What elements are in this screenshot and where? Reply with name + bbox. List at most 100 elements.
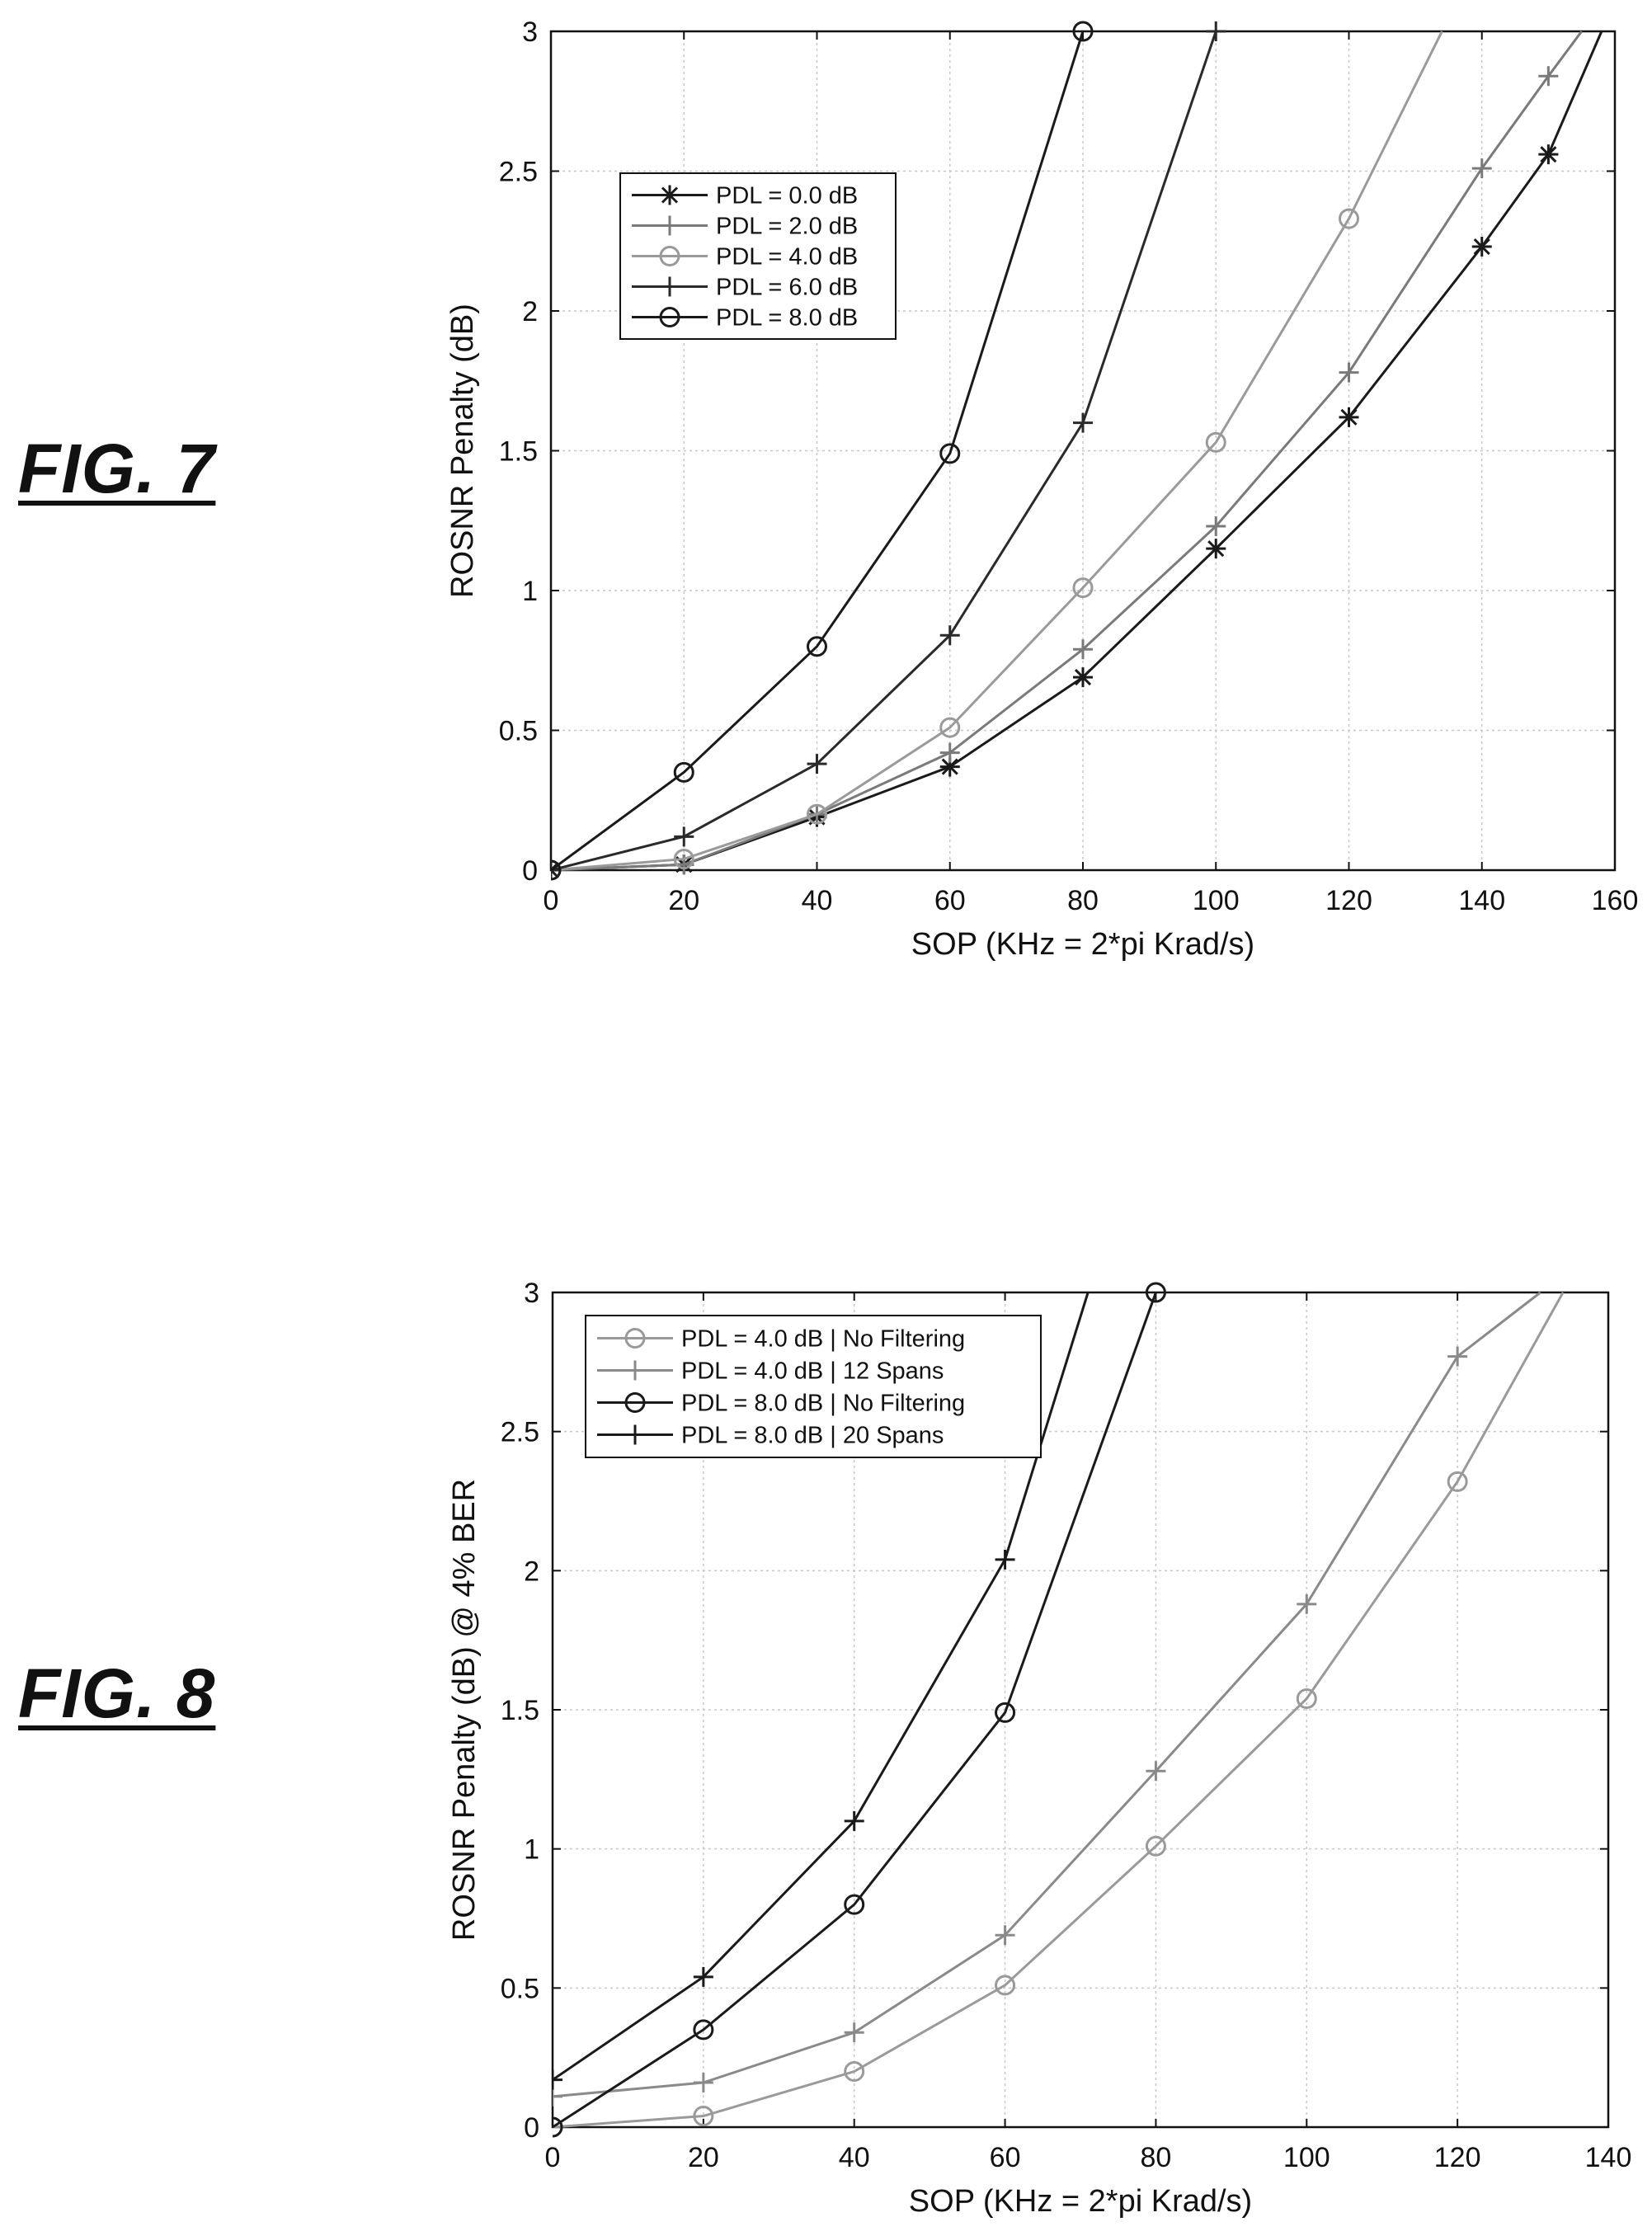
fig8-legend-entry: PDL = 4.0 dB | 12 Spans <box>681 1358 944 1385</box>
fig7-ytick-label: 2 <box>522 296 538 327</box>
fig7-legend-marker <box>659 246 680 266</box>
fig7-data-point <box>1206 539 1226 559</box>
fig8-xtick-label: 120 <box>1434 2142 1481 2173</box>
fig7-data-point <box>939 443 961 464</box>
fig7-data-point <box>551 859 562 881</box>
fig7-data-point <box>1538 66 1559 87</box>
fig8-series-2 <box>553 1291 1541 2107</box>
fig7-series-4 <box>551 21 1226 880</box>
fig8-legend-entry: PDL = 4.0 dB | No Filtering <box>681 1326 965 1353</box>
fig7-data-point <box>1073 639 1093 660</box>
fig7-data-point <box>807 803 827 825</box>
fig8-series-line <box>553 1291 1541 2098</box>
fig8-data-point <box>995 1925 1015 1946</box>
fig8-data-point <box>844 2022 864 2043</box>
fig7-ytick-label: 1 <box>522 576 538 607</box>
fig7-xtick-label: 100 <box>1193 885 1240 916</box>
fig7-data-point <box>673 761 694 783</box>
fig7-data-point <box>1206 516 1226 537</box>
fig7-data-point <box>939 717 961 738</box>
fig7-x-axis-label: SOP (KHz = 2*pi Krad/s) <box>911 927 1254 962</box>
fig8-data-point <box>553 2116 563 2138</box>
fig8-y-axis-label: ROSNR Penalty (dB) @ 4% BER <box>447 1479 482 1941</box>
fig7-xtick-label: 60 <box>934 885 966 916</box>
fig8-xtick-label: 80 <box>1141 2142 1172 2173</box>
fig7-data-point <box>1206 21 1226 41</box>
fig7-legend-marker <box>660 215 680 236</box>
fig8-legend-entry: PDL = 8.0 dB | No Filtering <box>681 1391 965 1417</box>
fig7-data-point <box>939 756 960 777</box>
fig8-xtick-label: 40 <box>839 2142 870 2173</box>
fig7-y-axis-label: ROSNR Penalty (dB) <box>445 304 480 598</box>
fig7-data-point <box>1073 412 1093 433</box>
fig7-xtick-label: 20 <box>668 885 699 916</box>
fig7-series-line <box>551 31 1443 872</box>
fig8-legend: PDL = 4.0 dB | No Filtering PDL = 4.0 dB … <box>585 1315 1042 1458</box>
fig8-ytick-label: 2 <box>524 1556 539 1587</box>
fig8-legend-marker <box>625 1360 645 1381</box>
fig8-data-point <box>1145 1835 1166 1857</box>
fig7-series-5 <box>551 21 1094 881</box>
fig7-legend-marker <box>659 307 680 327</box>
fig7-data-point <box>673 848 694 869</box>
fig8-ytick-label: 0 <box>524 2112 539 2144</box>
fig8-legend-marker <box>624 1328 646 1349</box>
fig8-series-4 <box>553 1292 1090 2090</box>
fig7-data-point <box>939 625 960 646</box>
fig7-ytick-label: 0.5 <box>499 716 538 747</box>
fig8-series-line <box>553 1292 1157 2129</box>
fig8-data-point <box>693 2019 714 2041</box>
fig7-data-point <box>807 636 827 657</box>
fig7-data-point <box>1072 577 1094 599</box>
fig8-series-3 <box>553 1282 1166 2138</box>
fig8-xtick-label: 60 <box>990 2142 1021 2173</box>
fig7-data-point <box>1339 407 1359 427</box>
fig7-data-point <box>807 754 827 774</box>
fig7-xtick-label: 80 <box>1067 885 1099 916</box>
fig7-data-point <box>939 742 960 763</box>
fig7-series-line <box>551 31 1085 872</box>
fig7-xtick-label: 160 <box>1592 885 1639 916</box>
fig7-data-point <box>1538 144 1559 165</box>
fig8-ytick-label: 1.5 <box>501 1695 539 1726</box>
fig8-legend-entry: PDL = 8.0 dB | 20 Spans <box>681 1423 944 1449</box>
fig8-data-point <box>1297 1593 1317 1614</box>
fig8-ytick-label: 1 <box>524 1834 539 1866</box>
fig8-xtick-label: 100 <box>1283 2142 1330 2173</box>
figure-8-label: FIG. 8 <box>18 1655 216 1732</box>
fig8-data-point <box>844 1894 865 1915</box>
fig7-legend: PDL = 0.0 dB PDL = 2.0 dB PDL = 4.0 dB PDL … <box>619 172 897 340</box>
fig7-legend-entry: PDL = 6.0 dB <box>716 275 858 301</box>
fig7-data-point <box>551 860 561 880</box>
fig8-legend-marker <box>624 1392 646 1413</box>
fig8-xtick-label: 140 <box>1585 2142 1632 2173</box>
fig8-data-point <box>553 2069 562 2090</box>
fig7-series-line <box>551 31 1217 872</box>
fig8-xtick-label: 20 <box>688 2142 719 2173</box>
fig7-data-point <box>674 826 694 847</box>
fig7-legend-entry: PDL = 0.0 dB <box>716 183 858 209</box>
fig7-ytick-label: 2.5 <box>499 157 538 188</box>
fig7-xtick-label: 0 <box>544 885 559 916</box>
fig8-ytick-label: 2.5 <box>501 1417 539 1448</box>
fig8-ytick-label: 3 <box>524 1278 539 1309</box>
fig7-ytick-label: 3 <box>522 16 538 48</box>
fig7-ytick-label: 1.5 <box>499 436 538 468</box>
fig7-data-point <box>1205 431 1226 453</box>
fig8-data-point <box>1447 1471 1468 1492</box>
fig7-series-line <box>551 31 1583 872</box>
fig8-data-point <box>1296 1688 1317 1710</box>
fig8-data-point <box>693 2106 714 2127</box>
fig8-data-point <box>844 2061 865 2083</box>
fig7-legend-entry: PDL = 4.0 dB <box>716 244 858 271</box>
fig7-xtick-label: 140 <box>1458 885 1505 916</box>
fig7-data-point <box>1339 208 1359 229</box>
fig7-data-point <box>1072 21 1094 42</box>
fig7-xtick-label: 120 <box>1325 885 1372 916</box>
fig8-data-point <box>995 1975 1016 1996</box>
fig7-data-point <box>1339 362 1359 383</box>
fig7-data-point <box>1471 237 1492 257</box>
fig7-data-point <box>1471 158 1492 179</box>
fig7-legend-marker <box>660 276 680 297</box>
